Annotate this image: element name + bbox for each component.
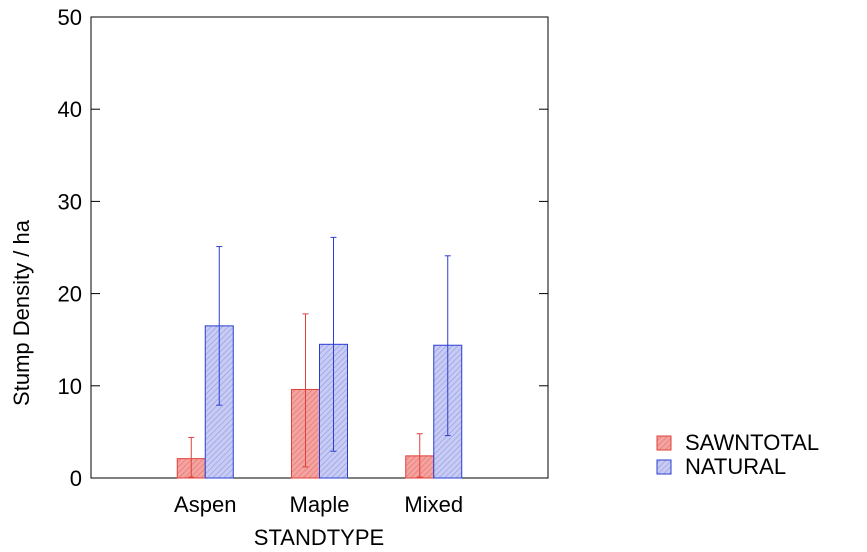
y-tick-label: 30 (58, 189, 82, 214)
legend-swatch-natural (656, 459, 672, 475)
y-axis-title: Stump Density / ha (9, 219, 34, 406)
y-tick-label: 40 (58, 97, 82, 122)
y-tick-label: 20 (58, 282, 82, 307)
y-tick-label: 0 (70, 466, 82, 491)
y-axis-ticks (91, 16, 548, 479)
legend-swatch-sawntotal (656, 435, 672, 451)
y-axis-tick-labels: 0 10 20 30 40 50 (58, 5, 82, 491)
bar-series (176, 325, 463, 479)
x-axis-tick-labels: Aspen Maple Mixed (174, 492, 463, 517)
error-bars (188, 236, 451, 478)
y-tick-label: 10 (58, 374, 82, 399)
x-axis-title: STANDTYPE (254, 525, 384, 550)
legend-label-natural: NATURAL (685, 454, 786, 479)
x-tick-label: Aspen (174, 492, 236, 517)
y-tick-label: 50 (58, 5, 82, 30)
x-tick-label: Maple (290, 492, 350, 517)
legend-label-sawntotal: SAWNTOTAL (685, 430, 819, 455)
x-tick-label: Mixed (404, 492, 463, 517)
